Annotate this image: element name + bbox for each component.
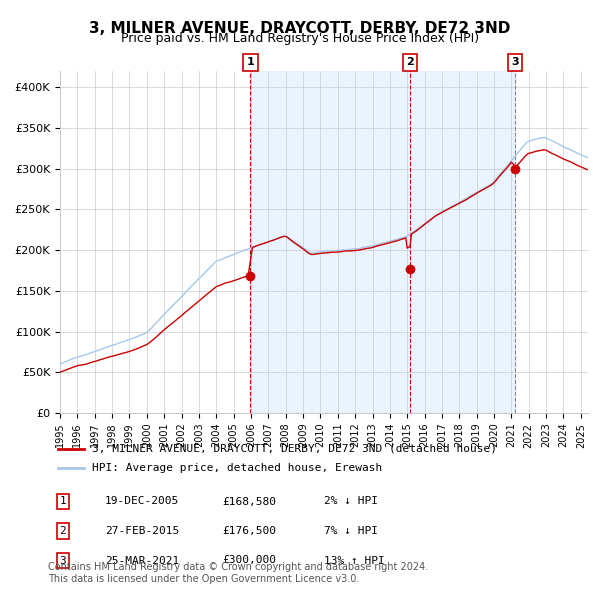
Text: 3: 3 (512, 57, 519, 67)
Text: Contains HM Land Registry data © Crown copyright and database right 2024.
This d: Contains HM Land Registry data © Crown c… (48, 562, 428, 584)
Text: 3, MILNER AVENUE, DRAYCOTT, DERBY, DE72 3ND (detached house): 3, MILNER AVENUE, DRAYCOTT, DERBY, DE72 … (92, 444, 497, 454)
Text: 3, MILNER AVENUE, DRAYCOTT, DERBY, DE72 3ND: 3, MILNER AVENUE, DRAYCOTT, DERBY, DE72 … (89, 21, 511, 35)
Text: 2% ↓ HPI: 2% ↓ HPI (324, 497, 378, 506)
Text: 13% ↑ HPI: 13% ↑ HPI (324, 556, 385, 565)
Text: 19-DEC-2005: 19-DEC-2005 (105, 497, 179, 506)
Text: 2: 2 (406, 57, 414, 67)
Text: 25-MAR-2021: 25-MAR-2021 (105, 556, 179, 565)
Text: 1: 1 (247, 57, 254, 67)
Text: £176,500: £176,500 (222, 526, 276, 536)
Text: 1: 1 (59, 497, 67, 506)
Text: 7% ↓ HPI: 7% ↓ HPI (324, 526, 378, 536)
Text: 2: 2 (59, 526, 67, 536)
Text: 27-FEB-2015: 27-FEB-2015 (105, 526, 179, 536)
Text: Price paid vs. HM Land Registry's House Price Index (HPI): Price paid vs. HM Land Registry's House … (121, 32, 479, 45)
Text: HPI: Average price, detached house, Erewash: HPI: Average price, detached house, Erew… (92, 464, 382, 473)
Text: £168,580: £168,580 (222, 497, 276, 506)
Text: £300,000: £300,000 (222, 556, 276, 565)
Text: 3: 3 (59, 556, 67, 565)
Bar (250, 71, 515, 413)
